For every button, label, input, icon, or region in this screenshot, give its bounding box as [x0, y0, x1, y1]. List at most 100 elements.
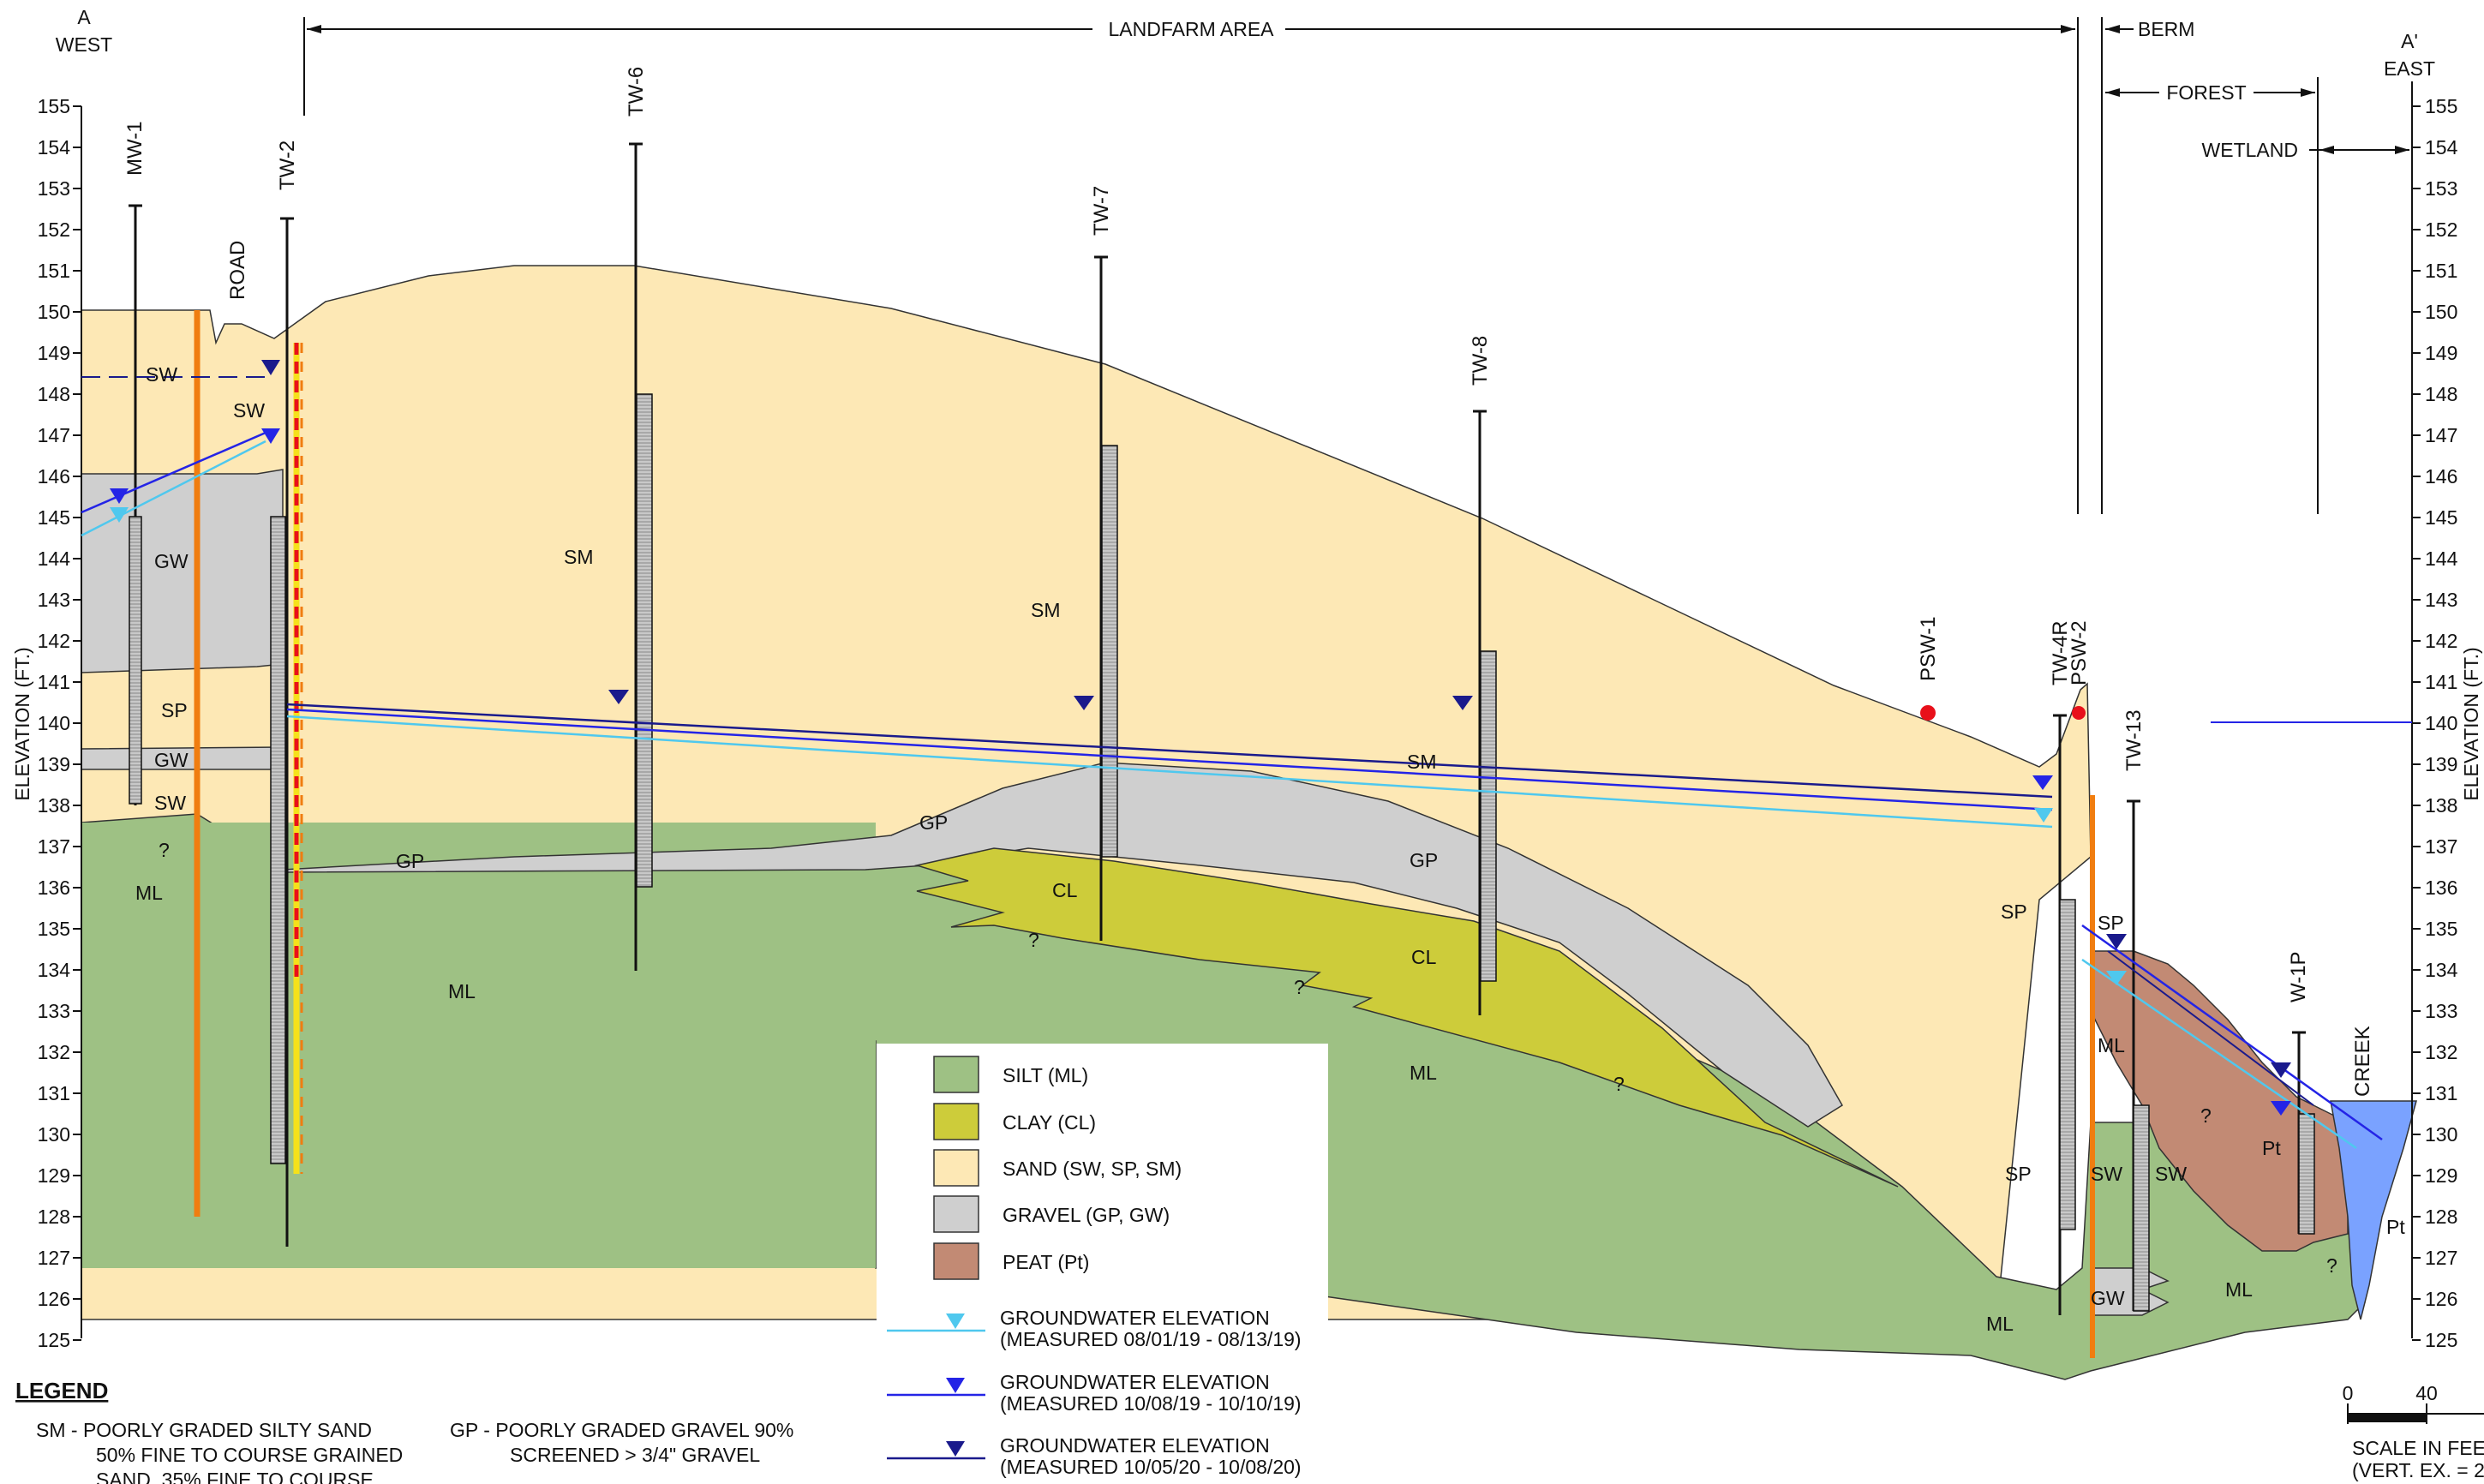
soil-cl-1: CL	[1052, 879, 1078, 901]
left-tick-label: 140	[38, 712, 70, 734]
soil-sm-2: SM	[1031, 599, 1061, 621]
legend-swatch-gravel	[933, 1195, 979, 1233]
forest-label: FOREST	[2166, 81, 2246, 104]
right-tick-label: 152	[2425, 218, 2457, 241]
left-tick-label: 126	[38, 1288, 70, 1310]
soil-ml-3: ML	[1410, 1062, 1437, 1084]
tw13-screen	[2133, 1104, 2150, 1312]
soil-q-6: ?	[2326, 1254, 2337, 1277]
scale-zero: 0	[2343, 1382, 2354, 1404]
left-tick-label: 147	[38, 424, 70, 446]
right-tick-label: 140	[2425, 712, 2457, 734]
soil-sm-1: SM	[564, 546, 594, 568]
gw2-line	[286, 708, 2053, 811]
road-label: ROAD	[226, 241, 249, 300]
legend-clay: CLAY (CL)	[1003, 1111, 1096, 1134]
sm-definition-1: SM - POORLY GRADED SILTY SAND	[36, 1419, 372, 1441]
right-tick-label: 153	[2425, 177, 2457, 200]
left-tick-label: 131	[38, 1082, 70, 1104]
left-tick-label: 138	[38, 794, 70, 817]
left-tick-label: 150	[38, 301, 70, 323]
creek-water	[2330, 1100, 2417, 1320]
right-tick-label: 137	[2425, 835, 2457, 858]
gp-definition-2: SCREENED > 3/4" GRAVEL	[510, 1444, 760, 1466]
well-label-mw1: MW-1	[123, 121, 147, 176]
gravel-layer-gp	[282, 762, 1844, 1128]
left-tick-label: 141	[38, 671, 70, 693]
soil-gw-3: GW	[2091, 1287, 2125, 1309]
scale-vert: (VERT. EX. = 2	[2352, 1459, 2484, 1481]
left-tick-label: 132	[38, 1041, 70, 1063]
legend-gw2-dates: (MEASURED 10/08/19 - 10/10/19)	[1000, 1392, 1302, 1415]
soil-sw-1: SW	[146, 363, 177, 386]
gw2-line-west	[81, 431, 266, 514]
right-tick-label: 142	[2425, 630, 2457, 652]
right-tick-label: 148	[2425, 383, 2457, 405]
scale-bar: 0 40 SCALE IN FEET (VERT. EX. = 2	[2343, 1382, 2484, 1481]
soil-sw-3: SW	[154, 792, 186, 814]
soil-gp-2: GP	[919, 811, 948, 834]
soil-ml-6: ML	[2225, 1278, 2253, 1301]
legend-silt: SILT (ML)	[1003, 1064, 1088, 1086]
right-tick-label: 135	[2425, 918, 2457, 940]
right-tick-label: 132	[2425, 1041, 2457, 1063]
legend-gw1-dates: (MEASURED 08/01/19 - 08/13/19)	[1000, 1328, 1302, 1350]
soil-ml-5: ML	[2098, 1034, 2125, 1056]
soil-gw-1: GW	[154, 550, 189, 572]
soil-gp-3: GP	[1410, 849, 1438, 871]
legend-gw3-title: GROUNDWATER ELEVATION	[1000, 1434, 1270, 1457]
elevation-axis-left: 155 154 153 152 151 150 149 148 147 146 145 144 143 1…	[38, 95, 82, 1351]
right-tick-label: 150	[2425, 301, 2457, 323]
soil-gw-2: GW	[154, 749, 189, 771]
tw7-screen	[1101, 445, 1118, 858]
tw4r-screen	[2059, 899, 2076, 1230]
soil-q-4: ?	[1613, 1073, 1625, 1095]
east-label: EAST	[2384, 57, 2435, 80]
gw1-line	[286, 715, 2053, 829]
wells: MW-1 ROAD TW-2 TW-6 TW-7 TW-8 PSW-1	[123, 67, 2374, 1358]
right-tick-label: 151	[2425, 260, 2457, 282]
left-tick-label: 152	[38, 218, 70, 241]
left-tick-label: 130	[38, 1123, 70, 1146]
soil-ml-4: ML	[1986, 1313, 2014, 1335]
soil-sp-1: SP	[161, 699, 188, 721]
right-tick-label: 141	[2425, 671, 2457, 693]
right-tick-label: 136	[2425, 877, 2457, 899]
right-tick-label: 149	[2425, 342, 2457, 364]
legend-definitions: LEGEND SM - POORLY GRADED SILTY SAND 50%…	[15, 1378, 793, 1484]
left-tick-label: 143	[38, 589, 70, 611]
legend-peat: PEAT (Pt)	[1003, 1251, 1089, 1273]
left-tick-label: 127	[38, 1247, 70, 1269]
legend-sand: SAND (SW, SP, SM)	[1003, 1158, 1182, 1180]
well-label-tw13: TW-13	[2122, 709, 2146, 771]
w1p-screen	[2298, 1113, 2315, 1235]
left-tick-label: 155	[38, 95, 70, 117]
right-tick-label: 139	[2425, 753, 2457, 775]
left-tick-label: 133	[38, 1000, 70, 1022]
soil-q-3: ?	[1294, 976, 1305, 998]
right-tick-label: 131	[2425, 1082, 2457, 1104]
gp-definition-1: GP - POORLY GRADED GRAVEL 90%	[450, 1419, 793, 1441]
left-tick-label: 136	[38, 877, 70, 899]
soil-q-1: ?	[159, 839, 170, 861]
right-tick-label: 134	[2425, 959, 2458, 981]
soil-sw-5: SW	[2155, 1163, 2187, 1185]
left-tick-label: 144	[38, 548, 71, 570]
right-tick-label: 133	[2425, 1000, 2457, 1022]
scale-label: SCALE IN FEET	[2352, 1437, 2484, 1459]
well-label-tw6: TW-6	[625, 67, 648, 117]
well-label-psw1: PSW-1	[1917, 616, 1940, 681]
mw1-screen	[129, 516, 142, 805]
well-label-tw8: TW-8	[1469, 336, 1492, 386]
legend-title: LEGEND	[15, 1378, 108, 1403]
well-label-tw4r: TW-4R	[2049, 620, 2072, 685]
right-tick-label: 125	[2425, 1329, 2457, 1351]
tw8-screen	[1480, 650, 1497, 982]
wetland-label: WETLAND	[2202, 139, 2298, 161]
psw1-point	[1920, 705, 1936, 721]
tw6-screen	[636, 393, 653, 888]
left-tick-label: 128	[38, 1206, 70, 1228]
clay-layer	[914, 847, 1899, 1188]
left-tick-label: 137	[38, 835, 70, 858]
